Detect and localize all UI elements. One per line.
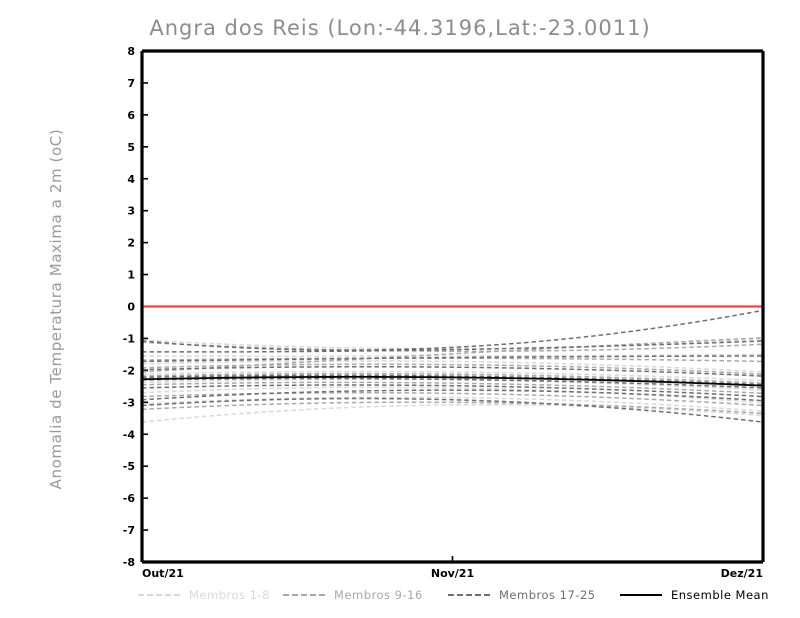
series-line [141, 389, 764, 402]
series-line [141, 401, 764, 415]
y-tick-label: 5 [127, 141, 135, 154]
series-line [141, 341, 764, 352]
series-line [141, 353, 764, 357]
legend-swatch-icon [620, 594, 662, 596]
series-line [141, 396, 764, 412]
y-tick-label: -8 [123, 556, 135, 569]
series-line [141, 363, 764, 375]
x-axis-ticks: Out/21 Nov/21 Dez/21 [141, 556, 764, 580]
y-tick-label: 2 [127, 237, 135, 250]
y-tick-label: 4 [127, 173, 135, 186]
page-title: Angra dos Reis (Lon:-44.3196,Lat:-23.001… [149, 16, 651, 40]
legend-label: Ensemble Mean [671, 588, 769, 602]
y-tick-label: -3 [123, 396, 135, 409]
x-tick-label: Dez/21 [721, 567, 763, 580]
legend-label: Membros 9-16 [334, 588, 423, 602]
legend-item: Membros 17-25 [448, 586, 596, 604]
series-line [141, 355, 764, 363]
y-tick-label: 8 [127, 45, 135, 58]
y-tick-label: -7 [123, 524, 135, 537]
series-line [141, 360, 764, 373]
series-line [141, 376, 764, 387]
y-tick-label: -6 [123, 492, 136, 505]
series-line [141, 340, 764, 353]
series-lines [141, 309, 764, 423]
series-line [141, 374, 764, 386]
y-tick-label: 6 [127, 109, 135, 122]
series-line [141, 381, 764, 395]
series-line [141, 391, 764, 407]
y-tick-label: -2 [123, 364, 135, 377]
y-tick-label: -5 [123, 460, 135, 473]
series-line [141, 337, 764, 373]
series-line [141, 372, 764, 384]
legend-swatch-icon [283, 594, 325, 596]
series-line [141, 386, 764, 404]
chart-legend: Membros 1-8 Membros 9-16 Membros 17-25 Ense… [0, 586, 800, 606]
series-line [141, 397, 764, 423]
y-tick-label: 3 [127, 205, 135, 218]
y-tick-label: -4 [123, 428, 136, 441]
legend-label: Membros 17-25 [499, 588, 596, 602]
x-tick-label: Out/21 [142, 567, 184, 580]
legend-item: Membros 9-16 [283, 586, 423, 604]
series-line [141, 370, 764, 382]
legend-item: Ensemble Mean [620, 586, 769, 604]
x-tick-label: Nov/21 [431, 567, 474, 580]
series-line [141, 403, 764, 423]
legend-swatch-icon [448, 594, 490, 596]
legend-label: Membros 1-8 [189, 588, 270, 602]
legend-item: Membros 1-8 [138, 586, 270, 604]
series-line [141, 309, 764, 351]
axes-frame [140, 49, 765, 564]
legend-swatch-icon [138, 594, 180, 596]
series-line [141, 384, 764, 398]
series-line [141, 377, 764, 389]
y-tick-label: 0 [127, 301, 135, 314]
series-line [141, 365, 764, 377]
y-tick-label: 7 [127, 77, 135, 90]
y-tick-label: -1 [123, 332, 135, 345]
y-tick-label: 1 [127, 269, 135, 282]
